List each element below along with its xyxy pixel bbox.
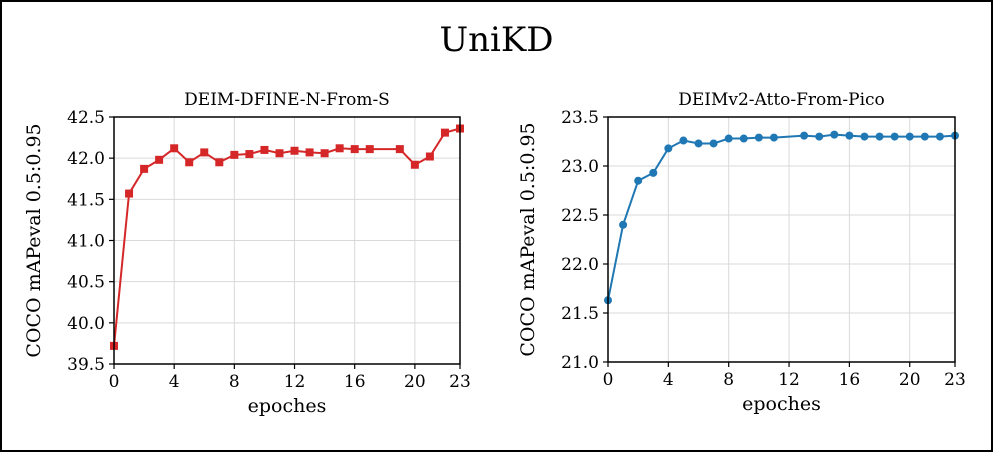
- y-tick-label: 41.0: [67, 232, 105, 252]
- data-point: [320, 149, 329, 158]
- x-axis-label: epoches: [248, 395, 327, 417]
- x-tick-label: 0: [109, 372, 120, 392]
- x-tick-label: 4: [169, 372, 180, 392]
- data-point: [170, 144, 179, 153]
- data-point: [275, 149, 284, 158]
- y-axis-label: COCO mAPeval 0.5:0.95: [517, 122, 539, 356]
- x-axis-label: epoches: [742, 393, 821, 415]
- y-tick-label: 40.5: [67, 273, 105, 293]
- x-tick-label: 20: [899, 370, 921, 390]
- data-point: [634, 176, 643, 185]
- data-point: [619, 220, 628, 229]
- chart-1: 0 4 8 12 16 20 23 39.5 40.0 40.5 41.0 41.5 42.0 42.5 D…: [23, 90, 471, 417]
- data-point: [709, 139, 718, 148]
- data-point: [935, 132, 944, 141]
- data-point: [335, 144, 344, 153]
- data-point: [815, 132, 824, 141]
- y-tick-label: 21.5: [561, 304, 599, 324]
- data-point: [724, 134, 733, 143]
- x-tick-label: 4: [663, 370, 674, 390]
- data-point: [754, 133, 763, 142]
- data-point: [739, 134, 748, 143]
- y-tick-label: 41.5: [67, 190, 105, 210]
- y-tick-label: 23.0: [561, 157, 599, 177]
- data-point: [875, 132, 884, 141]
- y-tick-label: 39.5: [67, 355, 105, 375]
- x-tick-label: 16: [344, 372, 366, 392]
- y-tick-label: 40.0: [67, 314, 105, 334]
- chart-2: 0 4 8 12 16 20 23 21.0 21.5 22.0 22.5 23.0 23.5 DEIMv…: [517, 90, 966, 415]
- data-point: [664, 144, 673, 153]
- data-point: [215, 158, 224, 167]
- data-point: [245, 150, 254, 159]
- x-tick-label: 23: [944, 370, 966, 390]
- y-tick-label: 42.5: [67, 108, 105, 128]
- series-line: [607, 133, 956, 301]
- data-point: [679, 136, 688, 145]
- data-point: [410, 160, 419, 169]
- data-point: [350, 145, 359, 154]
- data-point: [365, 145, 374, 154]
- y-tick-label: 21.0: [561, 353, 599, 373]
- series-line: [113, 127, 461, 346]
- data-point: [305, 148, 314, 157]
- data-point: [860, 132, 869, 141]
- x-tick-label: 8: [723, 370, 734, 390]
- y-tick-label: 22.0: [561, 255, 599, 275]
- x-tick-label: 23: [449, 372, 471, 392]
- data-point: [694, 139, 703, 148]
- chart-title: DEIM-DFINE-N-From-S: [184, 90, 390, 110]
- x-tick-label: 12: [284, 372, 306, 392]
- y-tick-label: 42.0: [67, 149, 105, 169]
- x-tick-label: 12: [778, 370, 800, 390]
- data-point: [830, 130, 839, 139]
- data-point: [440, 128, 449, 137]
- x-tick-label: 0: [603, 370, 614, 390]
- data-point: [395, 145, 404, 154]
- data-point: [290, 146, 299, 155]
- data-point: [890, 132, 899, 141]
- data-point: [769, 133, 778, 142]
- grid: [607, 116, 956, 363]
- data-point: [230, 150, 239, 159]
- x-tick-label: 8: [229, 372, 240, 392]
- data-point: [125, 189, 134, 198]
- y-tick-label: 23.5: [561, 108, 599, 128]
- data-point: [905, 132, 914, 141]
- data-point: [200, 148, 209, 157]
- data-point: [185, 158, 194, 167]
- data-point: [425, 152, 434, 161]
- plot-frame: [607, 116, 956, 363]
- data-point: [140, 164, 149, 173]
- data-point: [845, 131, 854, 140]
- data-point: [800, 131, 809, 140]
- x-tick-label: 20: [404, 372, 426, 392]
- y-axis-label: COCO mAPeval 0.5:0.95: [23, 123, 45, 357]
- data-point: [920, 132, 929, 141]
- figure-title: UniKD: [439, 20, 554, 60]
- y-tick-label: 22.5: [561, 206, 599, 226]
- data-point: [260, 145, 269, 154]
- data-point: [155, 155, 164, 164]
- data-point: [649, 168, 658, 177]
- chart-title: DEIMv2-Atto-From-Pico: [678, 90, 885, 110]
- x-tick-label: 16: [839, 370, 861, 390]
